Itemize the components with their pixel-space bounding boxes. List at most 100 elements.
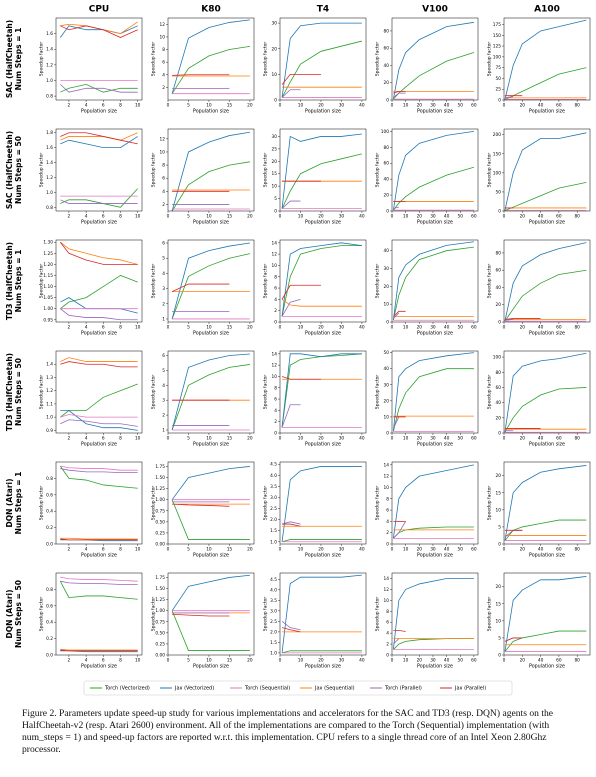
x-tick-label: 20: [417, 658, 423, 664]
y-tick-label: 10: [496, 507, 502, 513]
y-tick-label: 0.8: [46, 587, 53, 593]
y-tick-label: 0: [274, 209, 277, 215]
x-axis-label: Population size: [193, 331, 229, 337]
series-line: [393, 206, 399, 209]
x-tick-label: 8: [119, 103, 122, 109]
x-axis-label: Population size: [305, 220, 341, 226]
x-tick-label: 40: [444, 658, 450, 664]
y-tick-label: 0.0: [46, 653, 53, 659]
x-tick-label: 0: [391, 658, 394, 664]
y-tick-label: 6: [274, 286, 277, 292]
x-tick-label: 8: [119, 658, 122, 664]
y-tick-label: 8: [162, 47, 165, 53]
x-tick-label: 10: [135, 214, 141, 220]
x-tick-label: 0: [503, 547, 506, 553]
x-tick-label: 20: [417, 103, 423, 109]
x-axis-label: Population size: [305, 331, 341, 337]
y-tick-label: 1.0: [46, 78, 53, 84]
series-line: [393, 312, 400, 319]
x-tick-label: 2: [68, 103, 71, 109]
x-tick-label: 5: [187, 658, 190, 664]
y-tick-label: 0: [386, 209, 389, 215]
x-tick-label: 10: [298, 658, 304, 664]
row-label: TD3 (HalfCheetah): [5, 353, 14, 431]
x-tick-label: 30: [339, 547, 345, 553]
x-tick-label: 0: [279, 325, 282, 331]
x-tick-label: 20: [417, 436, 423, 442]
row-label: SAC (HalfCheetah): [5, 131, 14, 209]
series-line: [504, 576, 587, 652]
plot-frame: [391, 239, 479, 323]
x-tick-label: 30: [339, 214, 345, 220]
series-line: [504, 319, 514, 321]
x-tick-label: 60: [471, 658, 477, 664]
y-tick-label: 175: [493, 22, 501, 28]
x-tick-label: 10: [206, 658, 212, 664]
x-tick-label: 80: [574, 325, 580, 331]
y-tick-label: 2: [274, 419, 277, 425]
y-tick-label: 1.30: [43, 240, 53, 246]
y-tick-label: 1.75: [155, 464, 165, 470]
plot-frame: [55, 350, 143, 434]
x-axis-label: Population size: [417, 553, 453, 559]
series-line: [504, 630, 587, 652]
series-line: [393, 416, 400, 429]
y-tick-label: 2: [162, 413, 165, 419]
series-line: [171, 353, 250, 431]
y-tick-label: 6: [162, 353, 165, 359]
series-line: [171, 131, 250, 212]
series-line: [281, 89, 301, 98]
x-tick-label: 5: [187, 103, 190, 109]
y-tick-label: 12: [384, 474, 390, 480]
y-tick-label: 3.0: [270, 495, 277, 501]
x-tick-label: 10: [403, 658, 409, 664]
y-tick-label: 1.5: [270, 640, 277, 646]
x-tick-label: 20: [520, 214, 526, 220]
series-line: [60, 241, 138, 265]
plot-frame: [391, 461, 479, 545]
y-axis-label: Speedup factor: [151, 153, 157, 188]
x-tick-label: 10: [403, 436, 409, 442]
y-tick-label: 8: [162, 163, 165, 169]
x-tick-label: 80: [574, 436, 580, 442]
series-line: [504, 387, 587, 433]
column-title: K80: [201, 5, 221, 15]
y-tick-label: 20: [496, 473, 502, 479]
y-tick-label: 30: [272, 134, 278, 140]
x-tick-label: 10: [403, 325, 409, 331]
x-tick-label: 40: [538, 658, 544, 664]
plot-frame: [503, 461, 591, 545]
x-tick-label: 10: [135, 325, 141, 331]
y-axis-label: Speedup factor: [263, 264, 269, 299]
plot-frame: [167, 128, 255, 212]
x-tick-label: 10: [298, 214, 304, 220]
plot-frame: [55, 239, 143, 323]
y-axis-label: Speedup factor: [487, 375, 493, 410]
x-tick-label: 0: [391, 547, 394, 553]
y-tick-label: 50: [384, 350, 390, 356]
x-tick-label: 0: [279, 658, 282, 664]
series-line: [504, 132, 587, 211]
x-tick-label: 0: [279, 103, 282, 109]
series-line: [281, 133, 362, 209]
x-tick-label: 20: [318, 103, 324, 109]
x-axis-label: Population size: [417, 109, 453, 115]
x-tick-label: 4: [85, 103, 88, 109]
plot-frame: [391, 572, 479, 656]
x-tick-label: 20: [417, 547, 423, 553]
y-tick-label: 80: [384, 28, 390, 34]
x-tick-label: 20: [520, 103, 526, 109]
y-tick-label: 5: [274, 196, 277, 202]
x-tick-label: 10: [206, 103, 212, 109]
x-tick-label: 6: [102, 325, 105, 331]
series-line: [60, 21, 138, 35]
x-tick-label: 30: [430, 214, 436, 220]
x-tick-label: 40: [538, 103, 544, 109]
y-tick-label: 1.25: [155, 486, 165, 492]
y-tick-label: 1.2: [46, 62, 53, 68]
plot-frame: [279, 461, 367, 545]
y-tick-label: 1.25: [155, 597, 165, 603]
y-tick-label: 20: [384, 80, 390, 86]
y-tick-label: 2: [386, 642, 389, 648]
